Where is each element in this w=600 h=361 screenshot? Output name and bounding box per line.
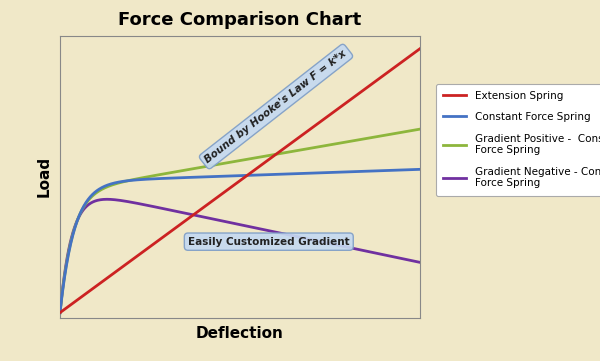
Gradient Negative - Constant
Force Spring [252, 226, 259, 230]
Gradient Positive -  Constant
Force Spring [271, 152, 278, 157]
Gradient Positive -  Constant
Force Spring [352, 138, 359, 143]
Line: Gradient Negative - Constant
Force Spring: Gradient Negative - Constant Force Sprin… [60, 199, 420, 313]
Gradient Negative - Constant
Force Spring [416, 260, 424, 265]
Extension Spring [56, 310, 64, 315]
Extension Spring [251, 168, 259, 172]
Constant Force Spring [416, 167, 424, 171]
Gradient Negative - Constant
Force Spring [409, 258, 416, 263]
Line: Constant Force Spring: Constant Force Spring [60, 169, 420, 313]
Gradient Positive -  Constant
Force Spring [227, 160, 235, 164]
Gradient Positive -  Constant
Force Spring [416, 127, 424, 131]
Gradient Positive -  Constant
Force Spring [408, 129, 415, 133]
Constant Force Spring [251, 173, 259, 177]
Constant Force Spring [408, 168, 415, 172]
Gradient Negative - Constant
Force Spring [228, 221, 235, 225]
Extension Spring [271, 153, 278, 158]
X-axis label: Deflection: Deflection [196, 326, 284, 341]
Gradient Positive -  Constant
Force Spring [230, 160, 237, 164]
Constant Force Spring [56, 310, 64, 315]
Gradient Negative - Constant
Force Spring [103, 197, 110, 201]
Gradient Negative - Constant
Force Spring [230, 221, 238, 226]
Gradient Positive -  Constant
Force Spring [56, 310, 64, 315]
Constant Force Spring [352, 169, 359, 174]
Line: Extension Spring: Extension Spring [60, 49, 420, 313]
Text: Bound by Hooke's Law F = k*x: Bound by Hooke's Law F = k*x [203, 48, 349, 165]
Extension Spring [230, 183, 237, 188]
Gradient Negative - Constant
Force Spring [352, 247, 359, 251]
Gradient Negative - Constant
Force Spring [56, 310, 64, 315]
Title: Force Comparison Chart: Force Comparison Chart [118, 11, 362, 29]
Text: Easily Customized Gradient: Easily Customized Gradient [188, 237, 350, 247]
Gradient Positive -  Constant
Force Spring [251, 156, 259, 160]
Constant Force Spring [230, 174, 237, 178]
Extension Spring [416, 47, 424, 51]
Legend: Extension Spring, Constant Force Spring, Gradient Positive -  Constant
Force Spr: Extension Spring, Constant Force Spring,… [436, 83, 600, 196]
Constant Force Spring [271, 172, 278, 177]
Extension Spring [352, 94, 359, 99]
Gradient Negative - Constant
Force Spring [271, 230, 278, 234]
Line: Gradient Positive -  Constant
Force Spring: Gradient Positive - Constant Force Sprin… [60, 129, 420, 313]
Extension Spring [408, 53, 415, 57]
Extension Spring [227, 185, 235, 190]
Constant Force Spring [227, 174, 235, 178]
Y-axis label: Load: Load [37, 156, 52, 197]
